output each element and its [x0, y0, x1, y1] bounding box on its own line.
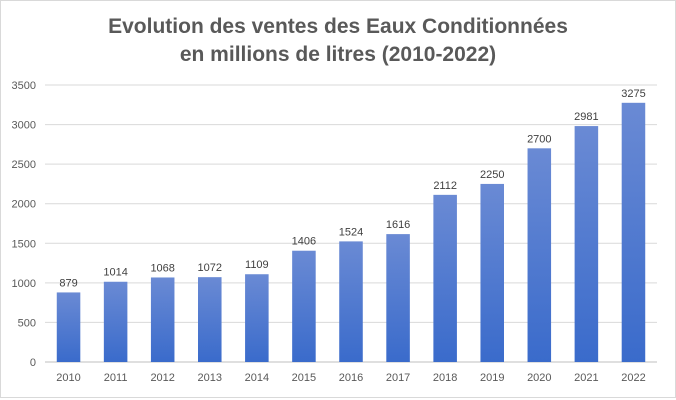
- bar-2016: [339, 241, 363, 362]
- data-label-2022: 3275: [621, 88, 645, 100]
- data-label-2015: 1406: [292, 236, 316, 248]
- bar-2013: [198, 277, 222, 362]
- x-tick-label-2014: 2014: [245, 372, 269, 384]
- data-label-2014: 1109: [245, 259, 269, 271]
- bars: 879 1014 1068 1072 1109 1406 1524 1616 2112 2250 2…: [56, 88, 646, 363]
- data-label-2021: 2981: [574, 111, 598, 123]
- bar-2020: [527, 148, 552, 362]
- data-label-2019: 2250: [480, 169, 504, 181]
- x-tick-label-2019: 2019: [480, 372, 504, 384]
- y-tick-label: 3000: [12, 120, 36, 132]
- data-label-2016: 1524: [339, 226, 363, 238]
- chart-title-line-1: Evolution des ventes des Eaux Conditionn…: [108, 15, 568, 38]
- bar-2014: [245, 274, 269, 362]
- x-tick-label-2022: 2022: [621, 372, 645, 384]
- data-label-2020: 2700: [527, 133, 551, 145]
- y-tick-label: 0: [30, 357, 36, 369]
- bar-2012: [150, 277, 175, 362]
- bar-2019: [480, 183, 504, 362]
- data-label-2013: 1072: [198, 262, 222, 274]
- bar-2010: [56, 292, 81, 362]
- x-tick-label-2017: 2017: [386, 372, 410, 384]
- data-label-2010: 879: [59, 277, 77, 289]
- x-tick-label-2016: 2016: [339, 372, 363, 384]
- y-tick-label: 2000: [12, 199, 36, 211]
- data-label-2012: 1068: [150, 262, 174, 274]
- chart-title-line-2: en millions de litres (2010-2022): [179, 43, 497, 66]
- x-axis-ticks: 2010 2011 2012 2013 2014 2015 2016 2017 2018 2019…: [56, 372, 645, 384]
- x-tick-label-2015: 2015: [292, 372, 316, 384]
- y-tick-label: 3500: [12, 80, 36, 92]
- data-label-2017: 1616: [386, 219, 410, 231]
- bar-2018: [433, 194, 457, 362]
- bar-2022: [621, 102, 646, 363]
- bar-2021: [574, 126, 599, 363]
- x-tick-label-2011: 2011: [104, 372, 128, 384]
- bar-2015: [292, 250, 316, 362]
- x-tick-label-2010: 2010: [56, 372, 80, 384]
- y-tick-label: 500: [18, 317, 36, 329]
- data-label-2018: 2112: [433, 180, 457, 192]
- chart-title: Evolution des ventes des Eaux Conditionn…: [1, 13, 675, 69]
- x-tick-label-2020: 2020: [527, 372, 551, 384]
- x-tick-label-2018: 2018: [433, 372, 457, 384]
- bar-2011: [103, 281, 128, 362]
- bar-2017: [386, 234, 410, 362]
- x-tick-label-2021: 2021: [574, 372, 598, 384]
- data-label-2011: 1014: [103, 267, 127, 279]
- y-axis-ticks: 0 500 1000 1500 2000 2500 3000 3500: [12, 80, 36, 369]
- y-tick-label: 1000: [12, 278, 36, 290]
- x-tick-label-2013: 2013: [198, 372, 222, 384]
- y-tick-label: 1500: [12, 238, 36, 250]
- x-tick-label-2012: 2012: [150, 372, 174, 384]
- y-tick-label: 2500: [12, 159, 36, 171]
